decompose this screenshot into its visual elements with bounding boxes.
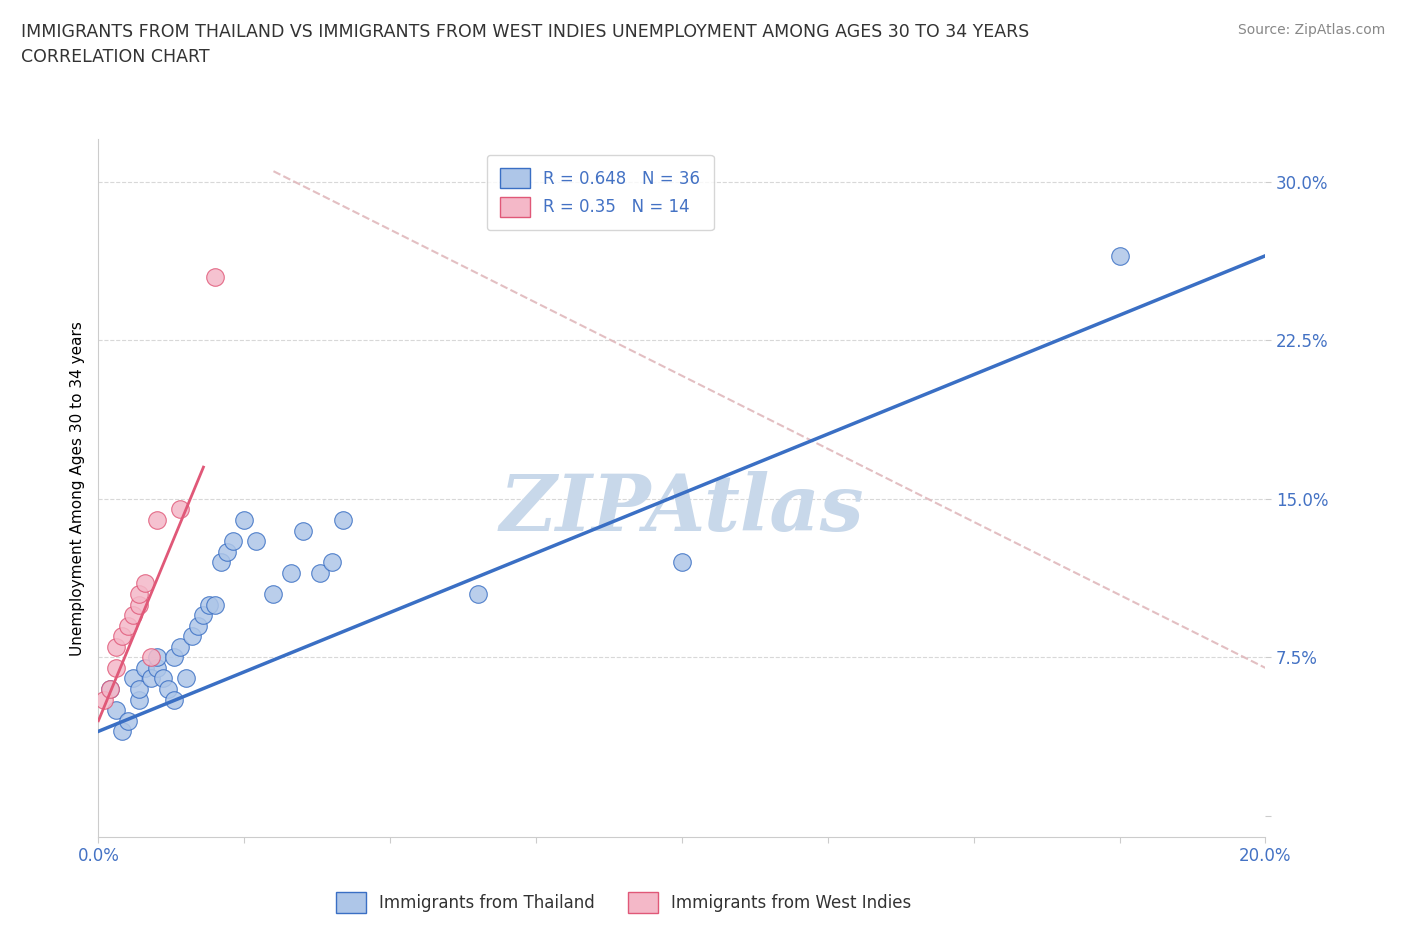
Point — [128, 692, 150, 707]
Point — [163, 692, 186, 707]
Point — [146, 650, 169, 665]
Legend: Immigrants from Thailand, Immigrants from West Indies: Immigrants from Thailand, Immigrants fro… — [329, 885, 918, 920]
Point — [332, 512, 354, 527]
Point — [280, 565, 302, 580]
Point — [204, 597, 226, 612]
Point — [134, 660, 156, 675]
Point — [104, 639, 127, 654]
Y-axis label: Unemployment Among Ages 30 to 34 years: Unemployment Among Ages 30 to 34 years — [69, 321, 84, 656]
Point — [128, 587, 150, 602]
Point — [111, 724, 134, 738]
Point — [180, 629, 202, 644]
Point — [321, 555, 343, 570]
Point — [117, 713, 139, 728]
Text: CORRELATION CHART: CORRELATION CHART — [21, 48, 209, 66]
Text: IMMIGRANTS FROM THAILAND VS IMMIGRANTS FROM WEST INDIES UNEMPLOYMENT AMONG AGES : IMMIGRANTS FROM THAILAND VS IMMIGRANTS F… — [21, 23, 1029, 41]
Point — [209, 555, 232, 570]
Point — [128, 682, 150, 697]
Point — [169, 639, 191, 654]
Point — [93, 692, 115, 707]
Point — [146, 512, 169, 527]
Point — [671, 555, 693, 570]
Point — [245, 534, 267, 549]
Point — [134, 576, 156, 591]
Point — [215, 544, 238, 559]
Point — [152, 671, 174, 686]
Point — [128, 597, 150, 612]
Point — [122, 671, 145, 686]
Point — [262, 587, 284, 602]
Point — [104, 703, 127, 718]
Text: ZIPAtlas: ZIPAtlas — [499, 471, 865, 548]
Point — [291, 523, 314, 538]
Point — [163, 650, 186, 665]
Point — [309, 565, 332, 580]
Point — [98, 682, 121, 697]
Point — [221, 534, 243, 549]
Point — [139, 671, 162, 686]
Point — [117, 618, 139, 633]
Point — [467, 587, 489, 602]
Point — [98, 682, 121, 697]
Text: Source: ZipAtlas.com: Source: ZipAtlas.com — [1237, 23, 1385, 37]
Point — [146, 660, 169, 675]
Point — [204, 270, 226, 285]
Point — [1108, 248, 1130, 263]
Point — [198, 597, 221, 612]
Point — [122, 607, 145, 622]
Point — [157, 682, 180, 697]
Point — [104, 660, 127, 675]
Point — [233, 512, 256, 527]
Point — [111, 629, 134, 644]
Point — [193, 607, 215, 622]
Point — [174, 671, 197, 686]
Point — [187, 618, 209, 633]
Point — [169, 502, 191, 517]
Point — [139, 650, 162, 665]
